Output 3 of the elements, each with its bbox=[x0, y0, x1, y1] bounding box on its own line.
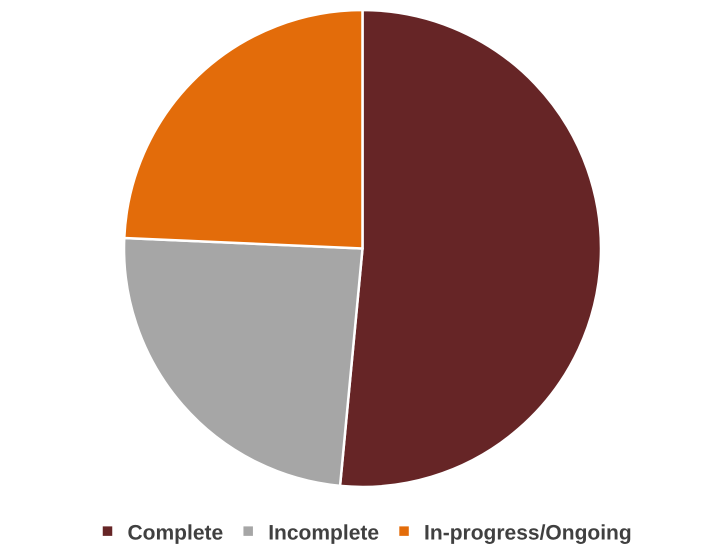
legend-label: Incomplete bbox=[268, 521, 380, 544]
legend-label: In-progress/Ongoing bbox=[424, 521, 632, 544]
legend-label: Complete bbox=[128, 521, 224, 544]
